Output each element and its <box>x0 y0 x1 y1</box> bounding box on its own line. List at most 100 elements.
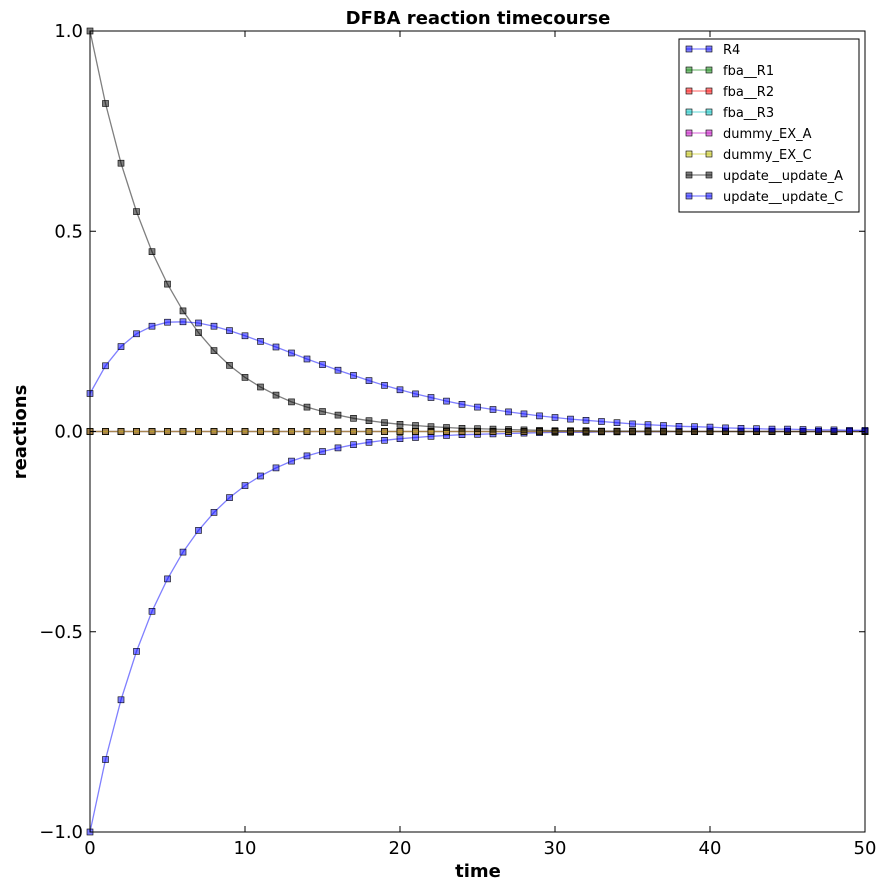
plot-marks <box>86 27 869 836</box>
data-point <box>815 426 822 434</box>
x-tick-label: 30 <box>544 838 567 859</box>
data-point <box>179 428 187 435</box>
data-point <box>660 427 667 435</box>
legend-marker <box>685 108 693 116</box>
legend-marker <box>685 171 693 179</box>
data-point <box>381 428 388 435</box>
data-point <box>117 343 125 350</box>
data-point <box>412 422 419 429</box>
data-point <box>272 428 280 435</box>
data-point <box>334 366 342 374</box>
legend-marker <box>705 108 713 116</box>
legend-label: fba__R1 <box>723 64 774 79</box>
axis-ticks: 0 10 20 30 40 50 −1.0 −0.5 0.0 0.5 1.0 <box>39 21 876 859</box>
legend-marker <box>705 45 713 53</box>
legend-entry: dummy_EX_A <box>685 127 812 142</box>
legend-label: dummy_EX_A <box>723 127 812 142</box>
data-point <box>164 575 171 583</box>
data-point <box>613 419 621 427</box>
data-point <box>288 457 295 465</box>
data-point <box>427 394 435 401</box>
data-point <box>350 428 357 435</box>
data-point <box>784 425 791 433</box>
data-point <box>102 100 109 107</box>
data-point <box>722 424 729 432</box>
data-point <box>334 428 342 435</box>
data-point <box>412 428 419 435</box>
data-point <box>179 307 187 315</box>
data-point <box>210 347 218 354</box>
data-point <box>164 428 171 435</box>
data-point <box>257 428 264 435</box>
x-tick-label: 40 <box>699 838 722 859</box>
data-point <box>505 408 512 416</box>
legend-marker <box>685 66 693 74</box>
data-point <box>489 425 497 433</box>
data-point <box>272 343 280 351</box>
data-point <box>241 374 249 381</box>
data-point <box>598 427 605 435</box>
data-point <box>303 428 311 435</box>
series-update__update_A <box>86 27 869 435</box>
data-point <box>551 414 559 421</box>
data-point <box>381 382 388 389</box>
legend-entry: update__update_C <box>685 190 843 205</box>
data-point <box>505 426 512 433</box>
data-point <box>133 208 140 215</box>
data-point <box>443 424 450 431</box>
data-point <box>489 406 497 413</box>
y-tick-label: −1.0 <box>39 822 83 843</box>
data-point <box>164 280 171 288</box>
data-point <box>102 756 109 763</box>
data-point <box>365 417 373 425</box>
data-point <box>675 422 683 430</box>
data-point <box>443 397 450 405</box>
data-point <box>381 436 388 444</box>
legend-entry: fba__R2 <box>685 85 774 100</box>
data-point <box>334 411 342 419</box>
data-point <box>474 425 481 433</box>
data-point <box>179 318 187 326</box>
data-point <box>102 362 109 370</box>
data-point <box>691 423 698 431</box>
data-point <box>226 327 233 334</box>
data-point <box>117 696 125 704</box>
data-point <box>567 427 574 435</box>
data-point <box>148 428 156 435</box>
data-point <box>334 444 342 452</box>
data-point <box>272 391 280 399</box>
data-point <box>303 355 311 363</box>
data-point <box>148 322 156 330</box>
y-tick-label: 1.0 <box>54 21 83 42</box>
legend-marker <box>705 129 713 137</box>
legend-marker <box>685 192 693 200</box>
data-point <box>613 427 621 435</box>
data-point <box>195 329 202 336</box>
series-line <box>89 321 865 431</box>
data-point <box>412 390 419 398</box>
x-axis-label: time <box>455 861 501 882</box>
data-point <box>350 414 357 422</box>
data-point <box>768 425 776 433</box>
legend-entry: fba__R3 <box>685 106 774 121</box>
legend-label: R4 <box>723 43 740 58</box>
legend-entry: R4 <box>685 43 740 58</box>
data-point <box>210 322 218 330</box>
data-point <box>737 424 745 432</box>
data-point <box>117 428 125 435</box>
data-point <box>226 428 233 435</box>
chart-title: DFBA reaction timecourse <box>346 8 611 29</box>
legend-marker <box>705 171 713 179</box>
data-point <box>195 527 202 534</box>
data-point <box>458 400 466 408</box>
data-point <box>706 423 714 431</box>
data-point <box>195 428 202 435</box>
series-R4 <box>86 428 869 836</box>
legend: R4 fba__R1 fba__R2 fba__R3 dummy_EX_A dummy_E… <box>678 38 860 213</box>
legend-marker <box>685 150 693 158</box>
data-point <box>567 415 574 423</box>
y-tick-label: 0.0 <box>54 422 83 443</box>
legend-label: fba__R2 <box>723 85 774 100</box>
data-point <box>365 377 373 384</box>
data-point <box>629 427 636 435</box>
